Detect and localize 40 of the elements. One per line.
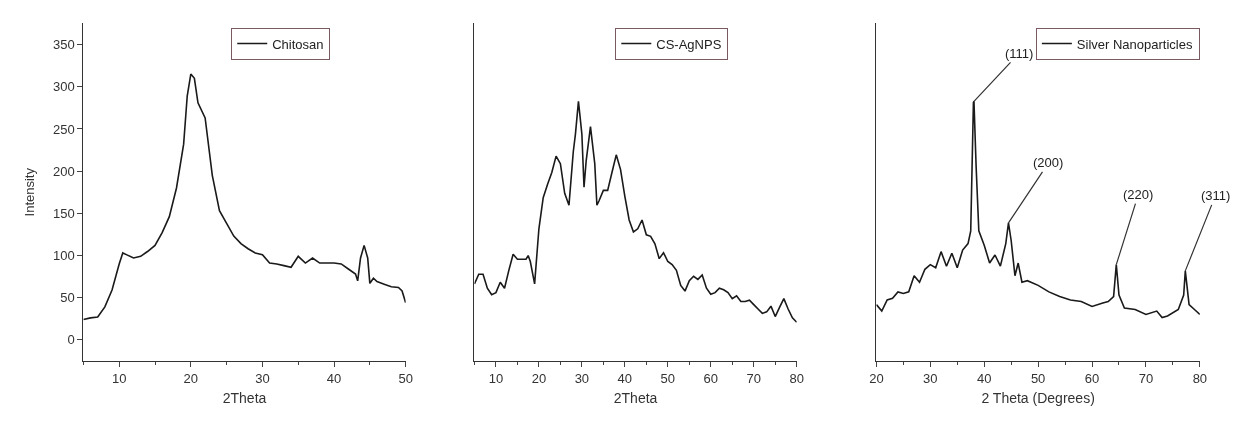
y-axis-title: Intensity [22,167,38,217]
annotation: (311) [1201,188,1231,203]
x-tick-label: 80 [789,370,804,386]
x-tick-label: 60 [703,370,719,386]
line-series [83,73,406,321]
y-tick-label: 100 [53,248,75,264]
x-tick-label: 80 [1192,370,1208,386]
y-tick-label: 0 [67,332,75,348]
x-axis-title: 2Theta [613,389,658,406]
y-tick-label: 250 [53,121,75,137]
x-tick-label: 50 [398,370,413,386]
x-tick-label: 30 [574,370,590,386]
y-tick-label: 200 [53,163,75,179]
y-tick-label: 350 [53,37,75,53]
x-axis-title: 2 Theta (Degrees) [981,389,1095,406]
x-tick-label: 30 [923,370,938,386]
x-tick-label: 30 [255,370,270,386]
x-tick-label: 10 [488,370,504,386]
x-tick-label: 50 [660,370,676,386]
x-tick-label: 20 [869,370,884,386]
x-tick-label: 60 [1084,370,1100,386]
legend-label: Chitosan [272,36,324,52]
x-tick-label: 70 [746,370,761,386]
legend-label: CS-AgNPS [656,36,722,52]
y-tick-label: 50 [60,290,75,306]
annotation: (200) [1033,155,1064,170]
y-tick-label: 150 [53,205,75,221]
x-tick-label: 40 [326,370,342,386]
y-tick-label: 300 [53,79,75,95]
annotation: (111) [1005,46,1034,61]
x-tick-label: 20 [183,370,199,386]
x-tick-label: 40 [617,370,633,386]
x-tick-label: 50 [1030,370,1046,386]
x-axis-title: 2Theta [222,389,267,406]
annotation: (220) [1123,187,1154,202]
x-tick-label: 70 [1138,370,1154,386]
x-tick-label: 10 [111,370,127,386]
legend-label: Silver Nanoparticles [1076,36,1193,52]
x-tick-label: 20 [531,370,547,386]
x-tick-label: 40 [976,370,992,386]
